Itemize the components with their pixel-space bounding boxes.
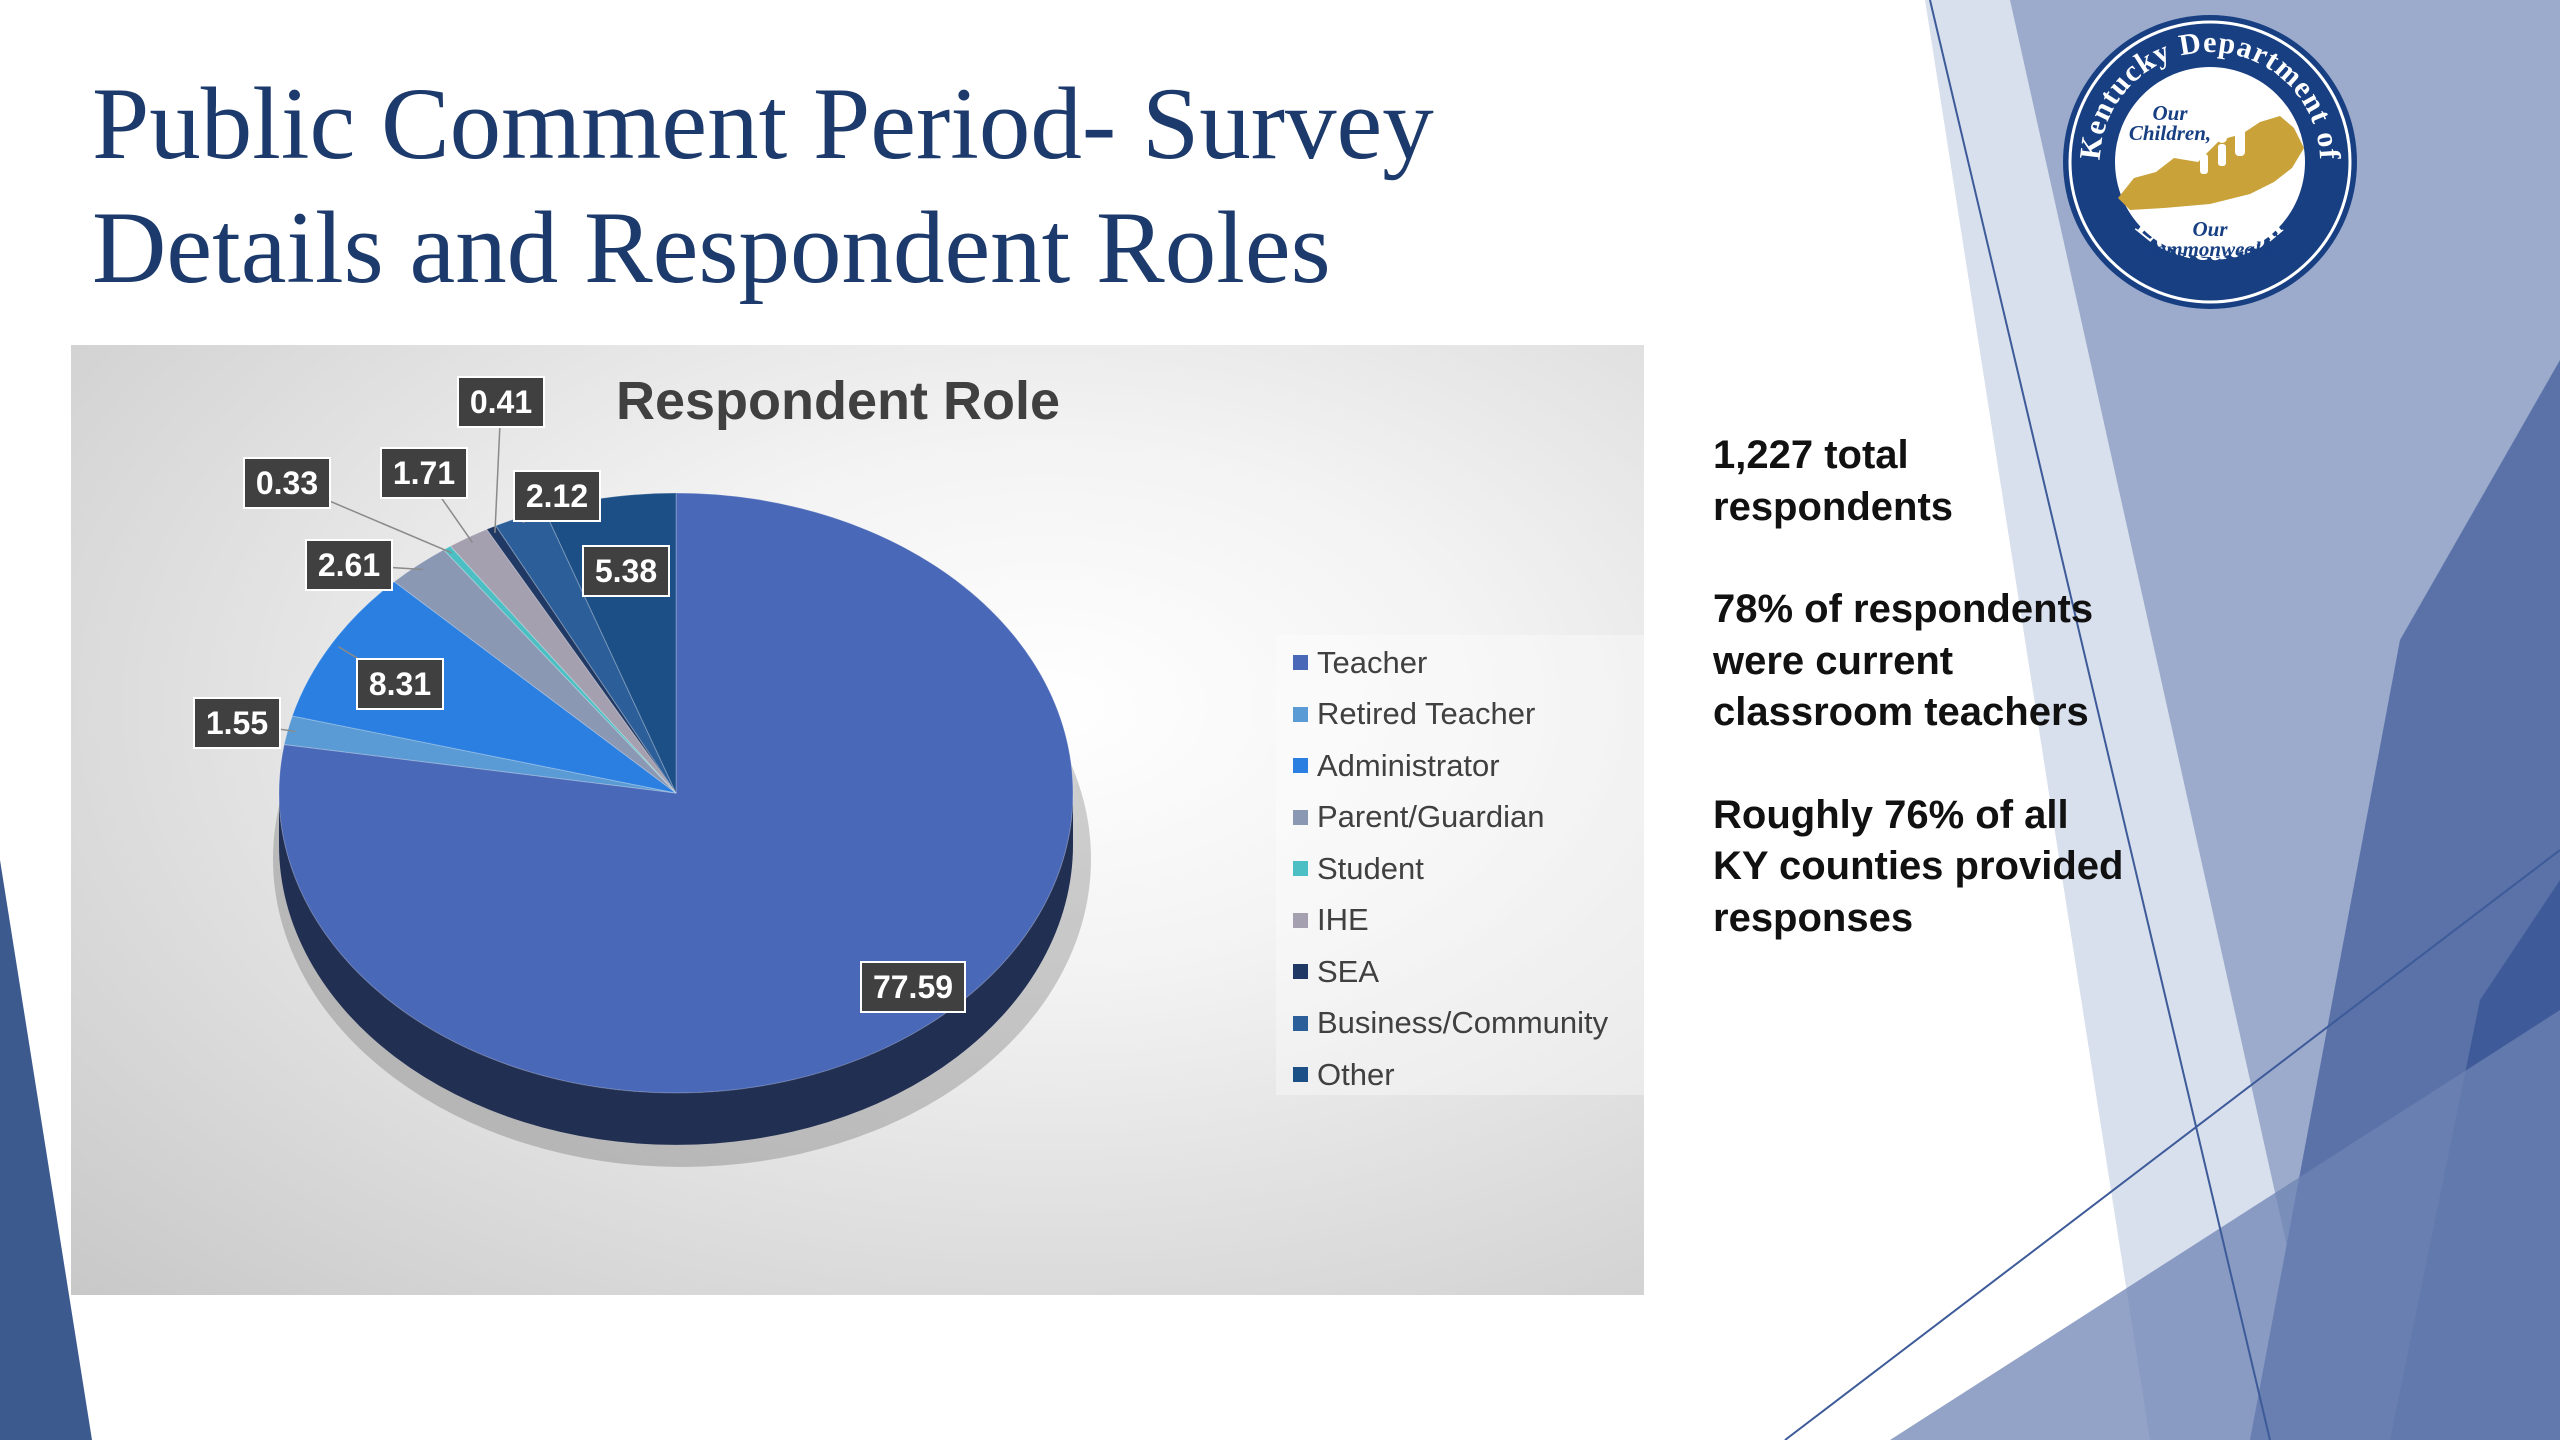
svg-text:77.59: 77.59 bbox=[873, 969, 953, 1005]
kentucky-state-shape bbox=[2118, 116, 2304, 210]
summary-teacher-share: 78% of respondents were current classroo… bbox=[1713, 587, 2094, 734]
svg-text:0.41: 0.41 bbox=[470, 384, 532, 420]
legend-item-other: Other bbox=[1276, 1049, 1644, 1101]
seal-inner-top-2: Children, bbox=[2129, 121, 2211, 145]
legend-swatch bbox=[1293, 758, 1308, 774]
data-label-administrator: 8.31 bbox=[356, 658, 444, 710]
family-figures-icon bbox=[2199, 105, 2247, 174]
legend-swatch bbox=[1293, 809, 1308, 825]
deco-panel-bottom bbox=[1890, 1010, 2560, 1440]
seal-inner-bottom-2: Commonwealth bbox=[2142, 237, 2279, 261]
pie-side-teacher bbox=[279, 793, 1073, 1145]
legend-label: Other bbox=[1317, 1056, 1395, 1092]
legend-item-administrator: Administrator bbox=[1276, 740, 1644, 792]
data-label-sea: 0.41 bbox=[457, 376, 545, 428]
data-label-teacher: 77.59 bbox=[860, 961, 966, 1013]
legend-item-ihe: IHE bbox=[1276, 895, 1644, 947]
legend-swatch bbox=[1293, 1067, 1308, 1083]
pie-slice-teacher bbox=[278, 492, 1074, 1094]
legend-item-parent-guardian: Parent/Guardian bbox=[1276, 792, 1644, 844]
legend-label: IHE bbox=[1317, 902, 1369, 938]
summary-total-respondents: 1,227 total respondents bbox=[1713, 433, 1954, 529]
legend-item-teacher: Teacher bbox=[1276, 637, 1644, 689]
legend-swatch bbox=[1293, 861, 1308, 877]
chart-legend: Teacher Retired Teacher Administrator Paren… bbox=[1276, 635, 1644, 1095]
data-label-parent-guardian: 2.61 bbox=[305, 539, 393, 591]
svg-text:2.61: 2.61 bbox=[318, 547, 380, 583]
legend-label: Teacher bbox=[1317, 644, 1428, 680]
legend-swatch bbox=[1293, 706, 1308, 722]
legend-item-sea: SEA bbox=[1276, 946, 1644, 998]
svg-text:2.12: 2.12 bbox=[526, 478, 588, 514]
chart-title: Respondent Role bbox=[616, 371, 1061, 431]
legend-swatch bbox=[1293, 1015, 1308, 1031]
data-label-student: 0.33 bbox=[243, 457, 331, 509]
pie-chart: 77.59 1.55 8.31 2.61 0.33 1.71 0.41 2.12 5.38 bbox=[193, 376, 1091, 1167]
svg-text:0.33: 0.33 bbox=[256, 465, 318, 501]
legend-swatch bbox=[1293, 964, 1308, 980]
svg-text:1.55: 1.55 bbox=[206, 705, 268, 741]
legend-label: Parent/Guardian bbox=[1317, 799, 1545, 835]
deco-line-2 bbox=[1784, 849, 2560, 1440]
seal-inner-bottom-1: Our bbox=[2192, 217, 2228, 241]
summary-county-coverage: Roughly 76% of all KY counties provided … bbox=[1713, 792, 2124, 940]
legend-label: SEA bbox=[1317, 953, 1380, 989]
legend-label: Retired Teacher bbox=[1317, 696, 1536, 732]
legend-item-business-community: Business/Community bbox=[1276, 998, 1644, 1050]
svg-text:5.38: 5.38 bbox=[595, 553, 657, 589]
data-label-ihe: 1.71 bbox=[380, 447, 468, 499]
legend-label: Business/Community bbox=[1317, 1005, 1609, 1041]
slide-title-line-1: Public Comment Period- Survey bbox=[92, 67, 1434, 181]
slide-title-line-2: Details and Respondent Roles bbox=[92, 191, 1331, 305]
seal-inner-top-1: Our bbox=[2152, 101, 2188, 125]
legend-swatch bbox=[1293, 912, 1308, 928]
kde-seal-logo: Kentucky Department of Education Our Chi… bbox=[2063, 15, 2357, 309]
legend-swatch bbox=[1293, 655, 1308, 671]
legend-label: Student bbox=[1317, 850, 1424, 886]
legend-item-retired-teacher: Retired Teacher bbox=[1276, 689, 1644, 741]
deco-left-triangle bbox=[0, 860, 92, 1440]
svg-text:1.71: 1.71 bbox=[393, 455, 455, 491]
slide-title: Public Comment Period- Survey Details an… bbox=[92, 62, 1712, 310]
legend-label: Administrator bbox=[1317, 747, 1500, 783]
summary-text: 1,227 total respondents 78% of responden… bbox=[1713, 430, 2133, 995]
data-label-business-community: 2.12 bbox=[513, 470, 601, 522]
svg-text:8.31: 8.31 bbox=[369, 666, 431, 702]
deco-line-1 bbox=[1929, 0, 2271, 1440]
chart-panel: 77.59 1.55 8.31 2.61 0.33 1.71 0.41 2.12 5.38 Re… bbox=[71, 345, 1644, 1295]
data-label-retired-teacher: 1.55 bbox=[193, 697, 281, 749]
legend-item-student: Student bbox=[1276, 843, 1644, 895]
data-label-other: 5.38 bbox=[582, 545, 670, 597]
